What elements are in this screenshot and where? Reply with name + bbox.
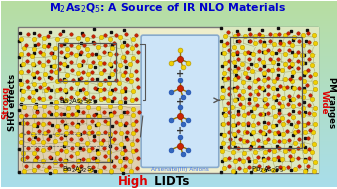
FancyBboxPatch shape (18, 27, 318, 173)
Text: Arsenate(III) Anions: Arsenate(III) Anions (151, 167, 209, 172)
Text: +: + (176, 69, 184, 79)
Text: +: + (176, 97, 184, 107)
Text: High: High (118, 175, 148, 188)
FancyBboxPatch shape (19, 29, 140, 104)
Text: LIDTs: LIDTs (150, 175, 189, 188)
Text: Ba$_2$As$_2$S$_5$: Ba$_2$As$_2$S$_5$ (62, 165, 95, 175)
Text: Strong: Strong (1, 86, 10, 119)
Text: +: + (176, 126, 184, 136)
Text: Wide: Wide (320, 90, 329, 115)
FancyBboxPatch shape (141, 35, 219, 167)
FancyBboxPatch shape (220, 27, 319, 173)
Text: PM ranges: PM ranges (327, 77, 336, 128)
FancyBboxPatch shape (19, 106, 140, 173)
Text: M$_2$As$_2$Q$_5$: A Source of IR NLO Materials: M$_2$As$_2$Q$_5$: A Source of IR NLO Mat… (50, 2, 286, 15)
Text: SHG effects: SHG effects (8, 74, 17, 131)
Text: Ba$_2$As$_2$Se$_5$: Ba$_2$As$_2$Se$_5$ (59, 97, 97, 107)
Text: Pb$_2$As$_2$S$_5$: Pb$_2$As$_2$S$_5$ (251, 165, 284, 175)
